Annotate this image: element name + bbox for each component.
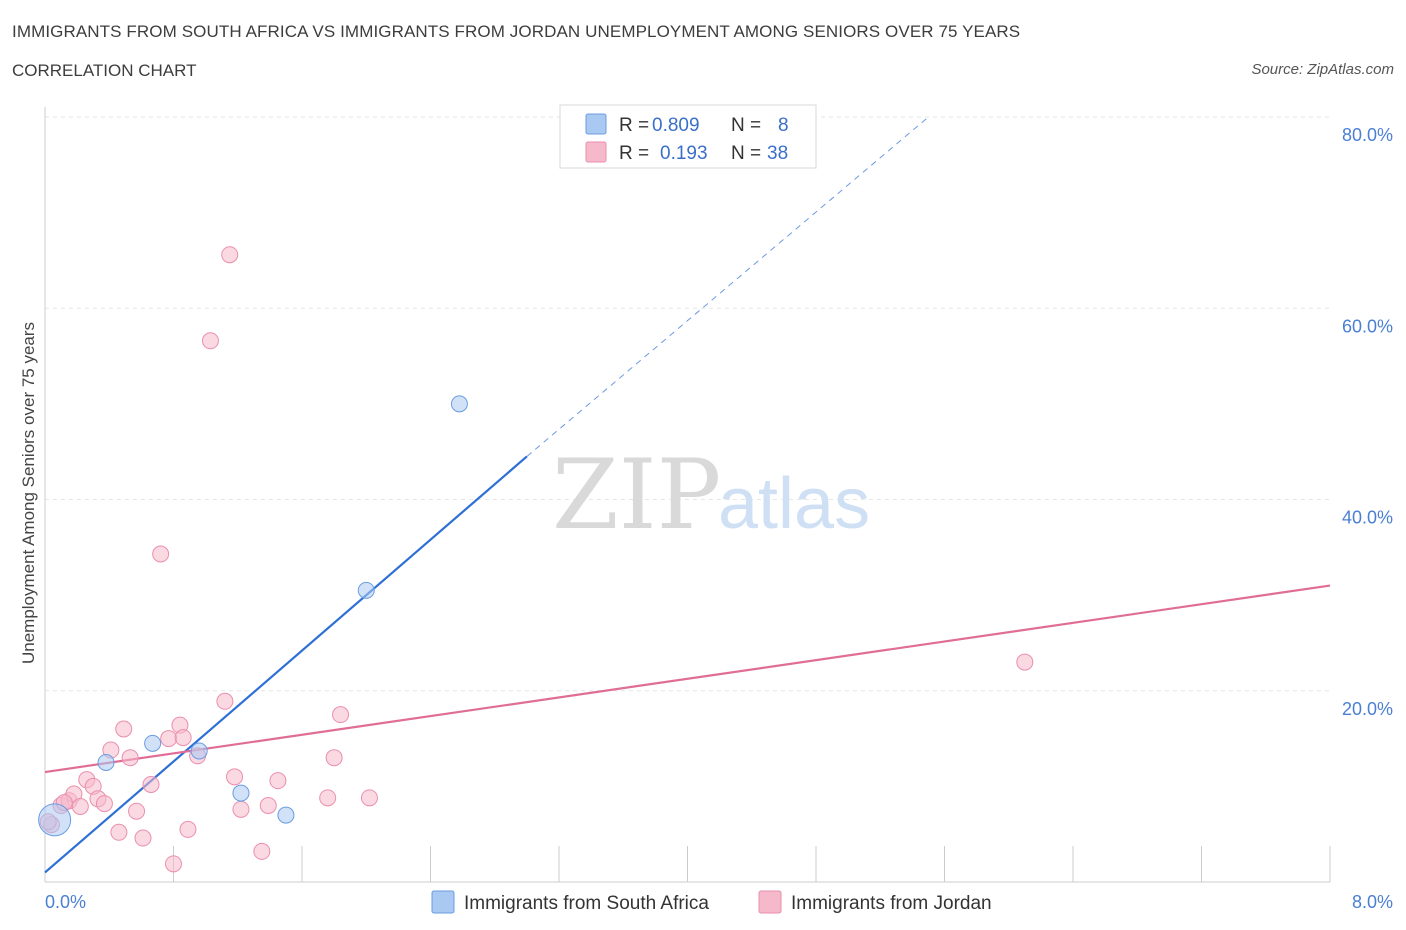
data-point-south-africa [357,581,375,599]
watermark: ZIP atlas [552,439,870,551]
data-point-jordan [160,730,178,748]
y-tick-label: 40.0% [1342,508,1393,528]
y-tick-label: 80.0% [1342,125,1393,145]
trend-line-0 [44,455,528,874]
data-point-jordan [115,720,133,738]
data-point-south-africa [232,784,250,802]
data-points [38,246,1034,873]
legend-n-label: N = [731,143,761,164]
data-point-jordan [269,772,287,790]
data-point-south-africa [144,734,162,752]
legend-r-label: R = [619,115,649,136]
gridlines [45,116,1330,692]
data-point-jordan [319,789,337,807]
data-point-jordan [71,797,89,815]
data-point-jordan [152,545,170,563]
legend-n-label: N = [731,115,761,136]
watermark-zip: ZIP [552,439,721,551]
chart-subtitle: CORRELATION CHART [12,61,197,80]
series-legend: Immigrants from South Africa Immigrants … [431,890,992,914]
legend-swatch-jordan [585,141,607,163]
chart-title: IMMIGRANTS FROM SOUTH AFRICA VS IMMIGRAN… [12,22,1021,41]
data-point-jordan [201,332,219,350]
legend-n-value-south-africa: 8 [778,115,789,136]
data-point-jordan [174,729,192,747]
y-axis-label: Unemployment Among Seniors over 75 years [19,322,38,664]
trend-line-1 [44,584,1331,774]
data-point-jordan [121,749,139,767]
data-point-jordan [253,842,271,860]
series-legend-label-south-africa: Immigrants from South Africa [464,893,709,914]
legend-r-value-south-africa: 0.809 [652,115,700,136]
data-point-jordan [95,795,113,813]
series-legend-label-jordan: Immigrants from Jordan [791,893,992,914]
legend-n-value-jordan: 38 [767,143,788,164]
x-tick-label: 0.0% [45,892,86,912]
data-point-south-africa [277,806,295,824]
data-point-south-africa [450,395,468,413]
data-point-jordan [110,823,128,841]
y-tick-label: 60.0% [1342,316,1393,336]
data-point-jordan [360,789,378,807]
watermark-atlas: atlas [718,464,870,544]
data-point-jordan [332,706,350,724]
series-legend-swatch-south-africa [431,890,455,914]
legend-r-value-jordan: 0.193 [660,143,708,164]
source-credit: Source: ZipAtlas.com [1251,61,1394,78]
data-point-jordan [259,797,277,814]
data-point-jordan [128,802,146,820]
data-point-jordan [134,829,152,847]
data-point-jordan [142,775,160,793]
data-point-jordan [325,749,343,767]
data-point-south-africa [97,753,115,771]
data-point-jordan [179,820,197,838]
data-point-jordan [226,768,244,786]
axes: 20.0% 40.0% 60.0% 80.0% 0.0% 8.0% [44,107,1393,912]
data-point-jordan [232,800,250,818]
data-point-jordan [165,855,182,873]
data-point-jordan [216,692,234,710]
data-point-south-africa [190,742,208,760]
x-tick-label: 8.0% [1352,892,1393,912]
data-point-jordan [1016,653,1034,671]
stats-legend: R = 0.809 N = 8 R = 0.193 N = 38 [559,104,817,169]
trend-lines [44,116,1331,874]
data-point-jordan [221,246,239,264]
y-tick-label: 20.0% [1342,699,1393,719]
legend-r-label: R = [619,143,649,164]
legend-swatch-south-africa [585,113,607,135]
series-legend-swatch-jordan [758,890,782,914]
data-point-south-africa [38,803,72,837]
